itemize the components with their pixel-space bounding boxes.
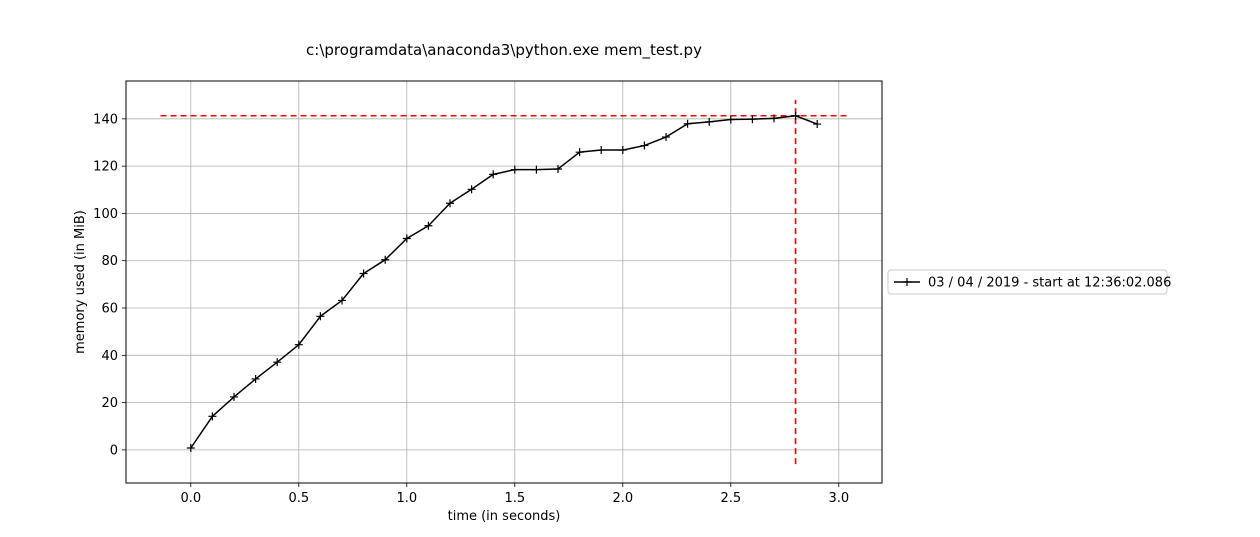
data-point xyxy=(359,269,368,278)
data-point xyxy=(554,164,562,173)
x-tick-label: 1.0 xyxy=(396,491,417,506)
data-point xyxy=(294,340,303,349)
data-point xyxy=(489,170,498,179)
legend-marker-plus xyxy=(903,278,911,286)
y-axis-ticks: 0 20 40 60 80 100 120 140 xyxy=(93,112,126,458)
x-tick-label: 0.5 xyxy=(288,491,309,506)
y-tick-label: 0 xyxy=(110,443,118,458)
data-point xyxy=(402,234,411,243)
y-tick-label: 100 xyxy=(93,207,118,222)
data-point xyxy=(640,141,649,150)
x-tick-label: 0.0 xyxy=(180,491,201,506)
data-point xyxy=(683,119,692,128)
data-point xyxy=(597,146,606,155)
y-tick-label: 40 xyxy=(101,349,118,364)
data-point xyxy=(618,146,627,155)
y-tick-label: 60 xyxy=(101,302,118,317)
y-axis-label: memory used (in MiB) xyxy=(73,210,88,354)
data-point xyxy=(424,221,433,230)
data-point xyxy=(467,185,476,194)
data-point xyxy=(251,374,260,383)
data-point xyxy=(316,312,325,321)
grid-lines xyxy=(126,81,882,483)
legend-box xyxy=(887,269,1168,295)
x-tick-label: 2.0 xyxy=(612,491,633,506)
data-point xyxy=(791,111,800,120)
data-point xyxy=(575,148,584,157)
data-point xyxy=(338,296,346,305)
data-point xyxy=(748,115,757,124)
data-point xyxy=(726,115,735,124)
data-point xyxy=(662,133,670,142)
data-point xyxy=(813,120,822,129)
data-point xyxy=(208,412,217,421)
series-layer xyxy=(186,111,822,453)
data-point xyxy=(770,114,778,123)
y-tick-label: 120 xyxy=(93,160,118,175)
series-line xyxy=(190,115,818,449)
x-axis-label: time (in seconds) xyxy=(448,509,561,524)
data-point xyxy=(381,255,390,264)
x-tick-label: 1.5 xyxy=(504,491,525,506)
y-tick-label: 80 xyxy=(101,254,118,269)
data-point xyxy=(510,165,519,174)
data-point xyxy=(446,199,454,208)
data-point xyxy=(273,358,282,367)
y-tick-label: 20 xyxy=(101,396,118,411)
data-point xyxy=(532,165,541,174)
data-point xyxy=(186,444,195,453)
max-memory-markers xyxy=(160,99,850,465)
x-tick-label: 3.0 xyxy=(828,491,849,506)
y-tick-label: 140 xyxy=(93,112,118,127)
legend-entry-label: 03 / 04 / 2019 - start at 12:36:02.086 xyxy=(928,276,1171,291)
legend: 03 / 04 / 2019 - start at 12:36:02.086 xyxy=(887,269,1171,295)
x-axis-ticks: 0.0 0.5 1.0 1.5 2.0 2.5 3.0 xyxy=(180,483,849,506)
x-tick-label: 2.5 xyxy=(720,491,741,506)
chart-title: c:\programdata\anaconda3\python.exe mem_… xyxy=(306,41,702,60)
data-point xyxy=(705,117,714,126)
plot-frame xyxy=(125,80,883,484)
data-point xyxy=(230,392,238,401)
